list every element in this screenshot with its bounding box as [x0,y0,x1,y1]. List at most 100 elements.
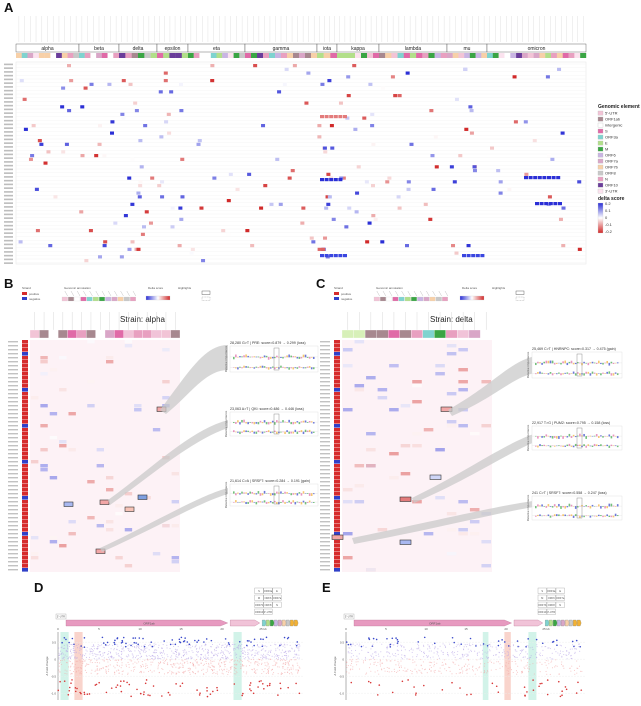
data-point [112,657,114,659]
inset-logo-bar [574,514,577,517]
data-point [391,691,394,694]
legend-a-delta-tick: -0.1 [605,222,613,227]
data-point [66,649,68,651]
data-point [144,643,146,646]
data-point [289,644,291,647]
inset-logo-bar [288,419,290,423]
data-point [136,662,138,664]
data-point [433,642,436,645]
heatmap-cell [323,150,328,154]
data-point [358,653,360,655]
row-label-placeholder [8,537,18,539]
data-point [256,669,258,671]
data-point [362,662,364,664]
data-point [532,649,534,651]
heatmap-cell [354,388,365,392]
strand-cell [22,400,28,404]
data-point [152,661,154,663]
inset-logo-bar [541,362,543,365]
data-point [491,646,493,648]
data-point [524,656,526,658]
data-point [194,639,196,642]
data-point [219,652,221,654]
genomic-swatch-label-tick [407,290,411,297]
inset-logo-bar [247,366,249,368]
inset-logo-bar [602,515,604,518]
data-point [92,650,94,652]
data-point [463,649,465,651]
data-point [181,682,184,685]
data-point [245,673,247,675]
data-point [419,670,421,672]
annotation-segment [44,53,51,58]
data-point [549,673,551,676]
data-point [351,658,353,660]
inset-logo-bar [535,515,537,517]
heatmap-cell [157,184,162,188]
data-point [557,652,559,654]
data-point [157,656,159,658]
data-point [386,645,388,647]
data-point [64,654,66,656]
data-point [351,650,353,652]
heatmap-cell [124,340,133,344]
data-point [295,646,297,648]
heatmap-cell [160,195,165,199]
gene-tag-label: S [541,589,543,593]
row-label-placeholder [4,157,13,159]
inset-logo-bar [306,356,309,358]
data-point [206,695,209,698]
heatmap-cell [409,142,414,146]
annotation-cell [39,329,49,339]
data-point [460,643,463,645]
inset-logo-bar [564,360,566,364]
data-point [161,695,163,697]
row-label-placeholder [4,119,13,122]
data-point [80,645,82,647]
heatmap-cell [451,244,456,248]
data-point [99,654,101,656]
annotation-segment [367,53,374,58]
strand-cell [22,488,28,492]
data-point [379,661,381,663]
heatmap-cell [481,380,491,384]
heatmap-cell [472,169,477,173]
inset-logo-bar [235,354,237,358]
data-point [465,663,467,665]
inset-logo-bar [593,515,596,517]
data-point [209,693,212,695]
annotation-segment [79,53,85,58]
data-point [541,642,544,645]
data-point [469,637,472,640]
data-point [68,666,70,668]
heatmap-cell [346,94,351,98]
annotation-segment [527,53,534,58]
panel-c-legend: Strand positive negative Genomic annotat… [334,286,525,302]
inset-logo-bar [265,422,268,425]
inset-logo-bar [568,514,571,517]
inset-logo-bar [589,515,592,518]
annotation-segment [257,53,264,58]
data-point [93,658,95,660]
row-label-placeholder [8,445,18,447]
data-point [433,665,435,667]
data-point [167,656,169,658]
annotation-segment [56,53,63,58]
data-point [268,666,270,668]
inset-logo-bar [271,431,274,433]
data-point [480,645,482,647]
inset-logo-bar [269,493,272,496]
data-point [184,670,187,672]
data-point [74,668,76,670]
data-point [433,652,435,654]
gene-tag-box [537,587,547,594]
data-point [254,652,256,654]
heatmap-cell [412,444,422,448]
data-point [546,667,548,669]
data-point [175,653,177,656]
inset-logo-bar [261,501,264,503]
heatmap-cell [343,115,347,119]
annotation-segment [222,53,229,58]
data-point [60,647,62,649]
data-point [211,660,213,662]
